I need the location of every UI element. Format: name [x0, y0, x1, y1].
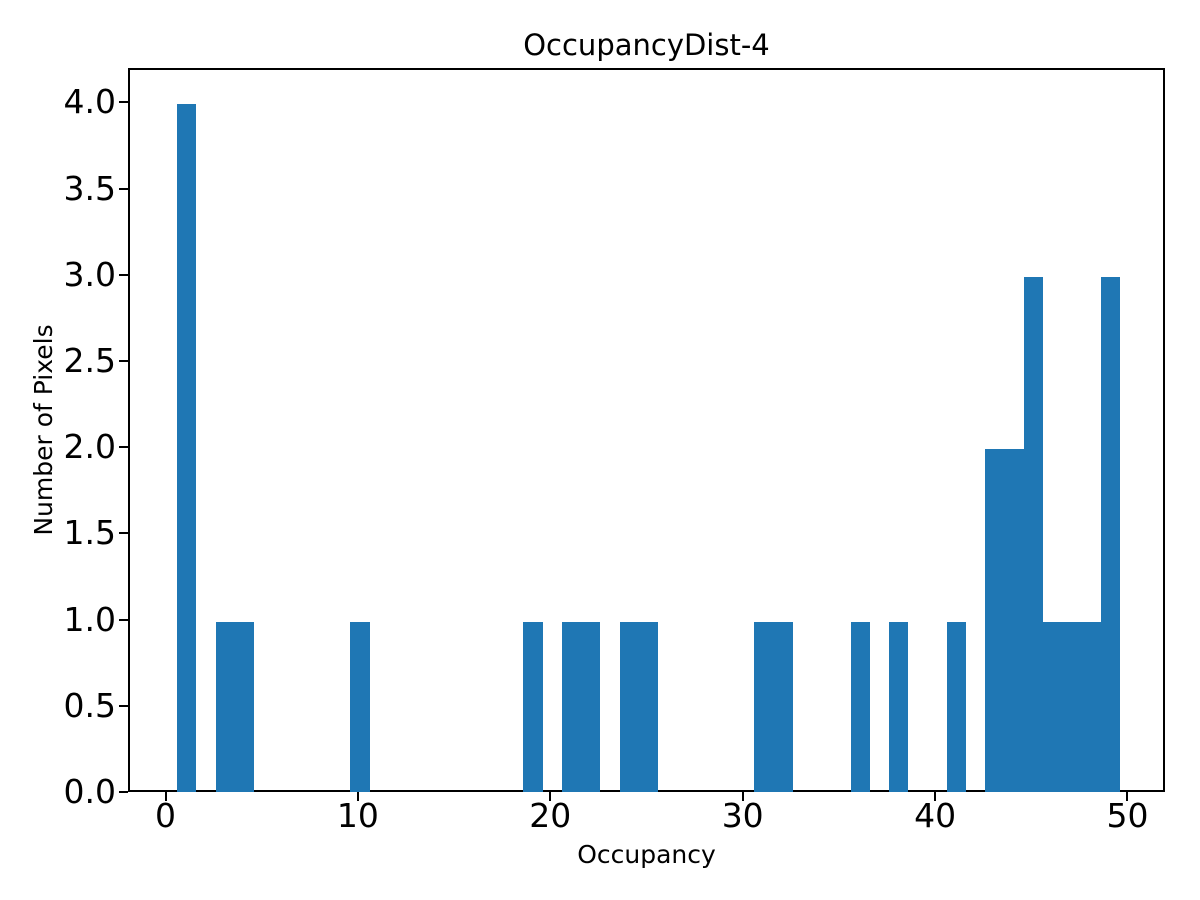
- histogram-bar: [754, 622, 774, 792]
- x-tick-label: 50: [1106, 796, 1149, 835]
- histogram-bar: [889, 622, 908, 792]
- y-tick-mark: [119, 360, 128, 362]
- histogram-bar: [620, 622, 639, 792]
- histogram-bar: [523, 622, 543, 792]
- x-tick-label: 10: [336, 796, 379, 835]
- x-tick-mark: [165, 792, 167, 801]
- histogram-bar: [1081, 622, 1101, 792]
- y-tick-label: 2.5: [63, 341, 116, 380]
- histogram-bar: [851, 622, 870, 792]
- y-tick-mark: [119, 705, 128, 707]
- x-tick-label: 20: [529, 796, 572, 835]
- histogram-bar: [177, 104, 196, 792]
- histogram-bar: [985, 449, 1004, 792]
- histogram-bar: [774, 622, 793, 792]
- y-tick-label: 3.0: [63, 255, 116, 294]
- x-tick-label: 30: [721, 796, 764, 835]
- y-tick-label: 2.0: [63, 427, 116, 466]
- y-tick-mark: [119, 188, 128, 190]
- y-tick-mark: [119, 532, 128, 534]
- y-tick-label: 4.0: [63, 82, 116, 121]
- y-tick-label: 0.0: [63, 772, 116, 811]
- histogram-bar: [350, 622, 370, 792]
- x-tick-label: 0: [155, 796, 177, 835]
- histogram-bar: [947, 622, 966, 792]
- histogram-bar: [235, 622, 254, 792]
- x-tick-label: 40: [914, 796, 957, 835]
- x-tick-mark: [1126, 792, 1128, 801]
- histogram-bar: [1062, 622, 1081, 792]
- x-tick-mark: [357, 792, 359, 801]
- y-tick-mark: [119, 791, 128, 793]
- histogram-bar: [1101, 277, 1120, 792]
- histogram-bar: [562, 622, 581, 792]
- histogram-bar: [1024, 277, 1043, 792]
- y-tick-mark: [119, 101, 128, 103]
- y-tick-mark: [119, 274, 128, 276]
- x-tick-mark: [549, 792, 551, 801]
- histogram-bar: [639, 622, 658, 792]
- y-tick-label: 0.5: [63, 686, 116, 725]
- histogram-bar: [581, 622, 600, 792]
- x-tick-mark: [934, 792, 936, 801]
- histogram-bar: [216, 622, 235, 792]
- y-tick-mark: [119, 446, 128, 448]
- y-tick-label: 3.5: [63, 169, 116, 208]
- y-tick-label: 1.0: [63, 600, 116, 639]
- x-tick-mark: [742, 792, 744, 801]
- histogram-bar: [1004, 449, 1024, 792]
- y-axis-label: Number of Pixels: [29, 324, 58, 536]
- x-axis-label: Occupancy: [577, 840, 716, 869]
- y-tick-label: 1.5: [63, 513, 116, 552]
- y-tick-mark: [119, 619, 128, 621]
- plot-area: [128, 68, 1165, 792]
- chart-title: OccupancyDist-4: [523, 28, 770, 62]
- histogram-bar: [1043, 622, 1062, 792]
